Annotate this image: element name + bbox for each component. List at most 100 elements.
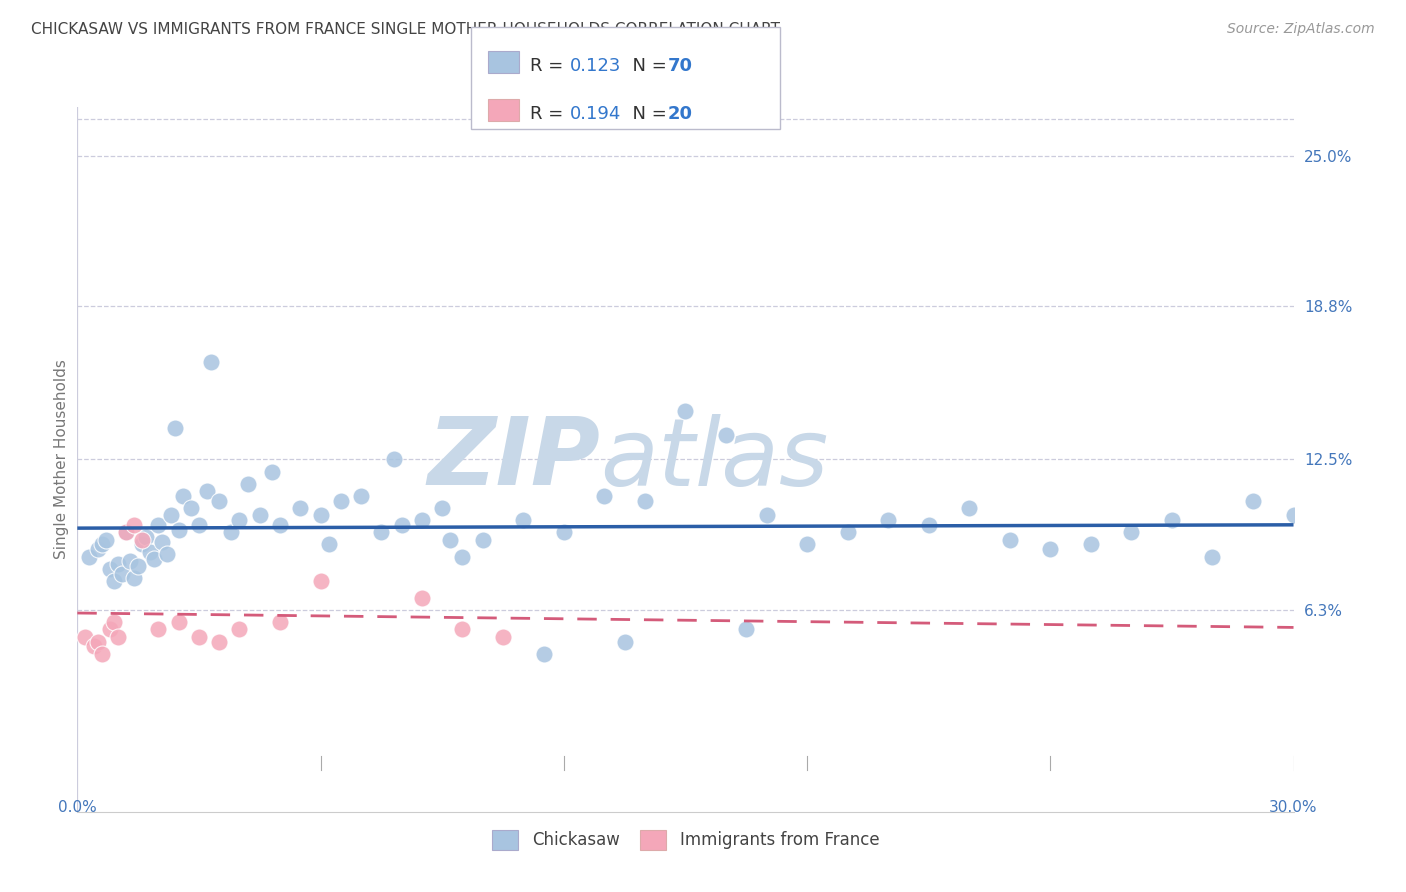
Point: [613, 634, 636, 648]
Point: [309, 508, 332, 523]
Point: [714, 428, 737, 442]
Text: atlas: atlas: [600, 414, 828, 505]
Point: [957, 500, 980, 515]
Point: [122, 571, 145, 585]
Point: [492, 630, 515, 644]
Point: [918, 518, 941, 533]
Point: [79, 549, 101, 564]
Point: [236, 476, 259, 491]
Point: [1161, 513, 1184, 527]
Point: [111, 566, 134, 581]
Point: [451, 549, 474, 564]
Point: [200, 355, 222, 369]
Point: [115, 525, 138, 540]
Point: [103, 574, 125, 588]
Y-axis label: Single Mother Households: Single Mother Households: [53, 359, 69, 559]
Point: [148, 623, 170, 637]
Point: [391, 518, 413, 533]
Point: [430, 500, 453, 515]
Point: [107, 630, 129, 644]
Text: 0.0%: 0.0%: [58, 799, 97, 814]
Point: [208, 493, 231, 508]
Point: [135, 530, 157, 544]
Text: R =: R =: [530, 57, 569, 75]
Point: [131, 533, 153, 547]
Point: [533, 647, 555, 661]
Point: [188, 518, 211, 533]
Point: [148, 518, 170, 533]
Point: [249, 508, 271, 523]
Point: [86, 634, 108, 648]
Point: [735, 623, 758, 637]
Point: [107, 557, 129, 571]
Text: ZIP: ZIP: [427, 413, 600, 506]
Point: [208, 634, 231, 648]
Point: [1241, 493, 1264, 508]
Point: [439, 533, 461, 547]
Point: [103, 615, 125, 630]
Point: [755, 508, 778, 523]
Point: [411, 591, 433, 605]
Text: 0.194: 0.194: [569, 105, 621, 123]
Point: [350, 489, 373, 503]
Point: [318, 537, 340, 551]
Point: [837, 525, 859, 540]
Point: [998, 533, 1021, 547]
Point: [98, 562, 121, 576]
Point: [127, 559, 149, 574]
Point: [260, 465, 283, 479]
Text: 70: 70: [668, 57, 693, 75]
Point: [172, 489, 194, 503]
Point: [228, 623, 250, 637]
Point: [675, 404, 697, 418]
Point: [86, 542, 108, 557]
Point: [167, 523, 190, 537]
Point: [269, 518, 291, 533]
Point: [139, 545, 162, 559]
Point: [1121, 525, 1143, 540]
Point: [1201, 549, 1223, 564]
Point: [180, 500, 202, 515]
Point: [512, 513, 534, 527]
Point: [152, 535, 174, 549]
Point: [75, 630, 97, 644]
Text: R =: R =: [530, 105, 569, 123]
Text: Source: ZipAtlas.com: Source: ZipAtlas.com: [1227, 22, 1375, 37]
Point: [370, 525, 392, 540]
Text: 20: 20: [668, 105, 693, 123]
Text: CHICKASAW VS IMMIGRANTS FROM FRANCE SINGLE MOTHER HOUSEHOLDS CORRELATION CHART: CHICKASAW VS IMMIGRANTS FROM FRANCE SING…: [31, 22, 780, 37]
Point: [471, 533, 494, 547]
Point: [98, 623, 121, 637]
Point: [382, 452, 405, 467]
Point: [90, 537, 112, 551]
Point: [115, 525, 138, 540]
Point: [83, 640, 105, 654]
Point: [593, 489, 616, 503]
Point: [228, 513, 250, 527]
Text: N =: N =: [621, 105, 673, 123]
Point: [1039, 542, 1062, 557]
Point: [329, 493, 352, 508]
Text: 0.123: 0.123: [569, 57, 621, 75]
Point: [118, 554, 141, 568]
Legend: Chickasaw, Immigrants from France: Chickasaw, Immigrants from France: [485, 823, 886, 856]
Point: [163, 421, 186, 435]
Point: [634, 493, 657, 508]
Point: [131, 537, 153, 551]
Point: [188, 630, 211, 644]
Point: [1282, 508, 1305, 523]
Point: [309, 574, 332, 588]
Point: [122, 518, 145, 533]
Point: [167, 615, 190, 630]
Point: [796, 537, 818, 551]
Point: [411, 513, 433, 527]
Point: [451, 623, 474, 637]
Point: [143, 552, 166, 566]
Point: [195, 483, 218, 498]
Point: [159, 508, 181, 523]
Point: [94, 533, 117, 547]
Point: [877, 513, 900, 527]
Point: [221, 525, 243, 540]
Text: N =: N =: [621, 57, 673, 75]
Point: [1080, 537, 1102, 551]
